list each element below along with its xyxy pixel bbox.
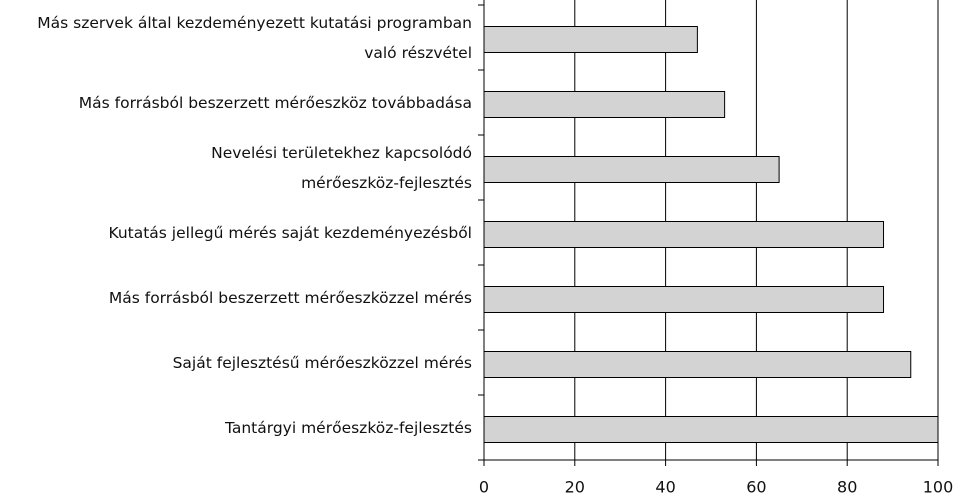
y-tick-label: Más szervek által kezdeményezett kutatás…: [37, 13, 472, 62]
x-tick-label: 80: [837, 478, 857, 497]
x-tick-label: 60: [746, 478, 766, 497]
x-tick-label: 100: [923, 478, 954, 497]
bar: [483, 416, 939, 443]
x-tick-label: 20: [565, 478, 585, 497]
x-tick-label: 0: [479, 478, 489, 497]
bar: [483, 26, 698, 53]
y-tick-label: Más forrásból beszerzett mérőeszköz tová…: [78, 93, 472, 112]
bar: [483, 221, 885, 248]
bar: [483, 351, 912, 378]
bar: [483, 156, 780, 183]
y-tick-label: Más forrásból beszerzett mérőeszközzel m…: [108, 288, 472, 307]
x-tick-label: 40: [655, 478, 675, 497]
y-tick-label: Kutatás jellegű mérés saját kezdeményezé…: [108, 223, 472, 242]
y-tick-label: Tantárgyi mérőeszköz-fejlesztés: [224, 418, 472, 437]
bar: [483, 286, 885, 313]
y-tick-label: Nevelési területekhez kapcsolódó mérőesz…: [211, 143, 472, 192]
y-tick-label: Saját fejlesztésű mérőeszközzel mérés: [172, 353, 472, 372]
bar: [483, 91, 726, 118]
